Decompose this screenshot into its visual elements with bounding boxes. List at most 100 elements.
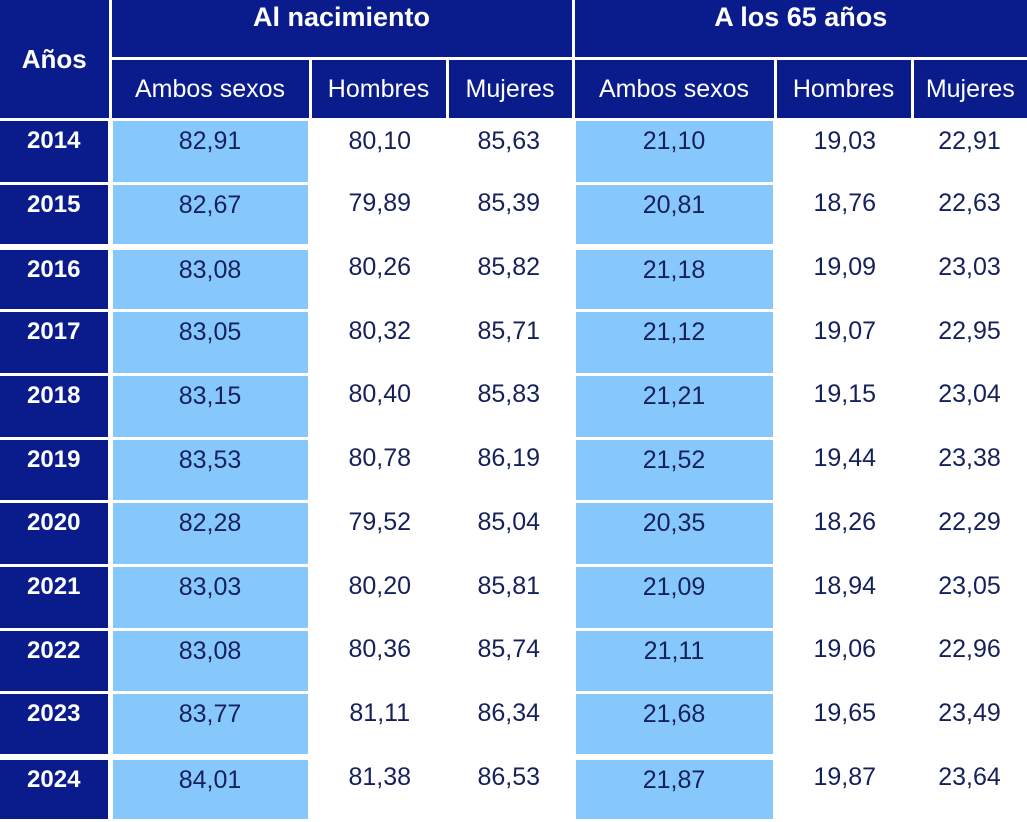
cell-birth-women: 86,19 (447, 438, 574, 502)
cell-birth-both-sexes: 82,28 (107, 501, 313, 568)
header-group-row: Años Al nacimiento A los 65 años (0, 0, 1027, 121)
cell-birth-women: 85,83 (447, 374, 574, 439)
cell-age65-both-sexes: 20,81 (570, 183, 778, 250)
cell-birth-women: 86,53 (447, 756, 574, 821)
header-years: Años (0, 0, 112, 121)
cell-birth-both-sexes: 82,91 (107, 119, 313, 185)
cell-age65-women: 23,49 (912, 692, 1027, 757)
cell-age65-women: 23,64 (912, 756, 1027, 821)
cell-age65-men: 19,03 (775, 119, 913, 184)
cell-age65-both-sexes: 21,11 (570, 629, 778, 695)
header-birth-both-sexes: Ambos sexos (108, 58, 310, 121)
table-row: 2024 84,01 81,38 86,53 21,87 19,87 23,64 (0, 756, 1027, 822)
cell-birth-both-sexes: 83,08 (107, 629, 313, 695)
cell-age65-both-sexes: 21,21 (570, 374, 778, 440)
cell-birth-men: 80,40 (310, 374, 447, 439)
cell-birth-both-sexes: 82,67 (107, 183, 313, 250)
cell-birth-men: 79,52 (310, 501, 447, 566)
header-sub-row: Ambos sexos Hombres Mujeres Ambos sexos … (0, 58, 1027, 121)
cell-age65-women: 23,03 (912, 246, 1027, 311)
cell-year: 2023 (0, 692, 112, 760)
cell-birth-women: 86,34 (447, 692, 574, 757)
cell-age65-women: 23,04 (912, 374, 1027, 439)
cell-birth-both-sexes: 83,03 (107, 565, 313, 631)
cell-age65-men: 19,07 (775, 310, 913, 375)
cell-age65-both-sexes: 20,35 (570, 501, 778, 568)
table-row: 2023 83,77 81,11 86,34 21,68 19,65 23,49 (0, 692, 1027, 760)
cell-year: 2017 (0, 310, 112, 376)
cell-age65-men: 19,65 (775, 692, 913, 757)
cell-age65-men: 19,06 (775, 629, 913, 693)
cell-age65-women: 22,29 (912, 501, 1027, 566)
cell-year: 2015 (0, 183, 112, 250)
cell-birth-women: 85,63 (447, 119, 574, 184)
cell-birth-men: 80,32 (310, 310, 447, 375)
cell-age65-men: 18,26 (775, 501, 913, 566)
cell-age65-both-sexes: 21,87 (570, 756, 778, 822)
cell-age65-women: 22,91 (912, 119, 1027, 184)
cell-birth-both-sexes: 83,77 (107, 692, 313, 760)
cell-birth-both-sexes: 83,15 (107, 374, 313, 440)
table-row: 2014 82,91 80,10 85,63 21,10 19,03 22,91 (0, 119, 1027, 185)
header-group-a-los-65-anos: A los 65 años (571, 0, 1027, 60)
table-row: 2019 83,53 80,78 86,19 21,52 19,44 23,38 (0, 438, 1027, 504)
cell-age65-both-sexes: 21,10 (570, 119, 778, 185)
cell-age65-women: 22,96 (912, 629, 1027, 693)
header-age65-both-sexes: Ambos sexos (571, 58, 776, 121)
cell-age65-men: 19,15 (775, 374, 913, 439)
cell-age65-both-sexes: 21,18 (570, 246, 778, 313)
cell-birth-women: 85,71 (447, 310, 574, 375)
cell-year: 2022 (0, 629, 112, 695)
cell-age65-men: 18,94 (775, 565, 913, 630)
cell-age65-women: 23,38 (912, 438, 1027, 502)
cell-age65-women: 22,63 (912, 183, 1027, 247)
cell-birth-both-sexes: 84,01 (107, 756, 313, 822)
cell-year: 2021 (0, 565, 112, 631)
table-row: 2022 83,08 80,36 85,74 21,11 19,06 22,96 (0, 629, 1027, 695)
cell-birth-men: 80,10 (310, 119, 447, 184)
cell-birth-men: 80,78 (310, 438, 447, 502)
header-birth-women: Mujeres (445, 58, 574, 121)
cell-birth-men: 80,36 (310, 629, 447, 693)
table-row: 2020 82,28 79,52 85,04 20,35 18,26 22,29 (0, 501, 1027, 568)
header-group-al-nacimiento: Al nacimiento (110, 0, 574, 60)
table-body: 2014 82,91 80,10 85,63 21,10 19,03 22,91 2015 82… (0, 119, 1027, 822)
cell-birth-men: 79,89 (310, 183, 447, 247)
cell-birth-men: 81,11 (310, 692, 447, 757)
cell-age65-men: 19,87 (775, 756, 913, 821)
table-row: 2021 83,03 80,20 85,81 21,09 18,94 23,05 (0, 565, 1027, 631)
cell-birth-both-sexes: 83,53 (107, 438, 313, 504)
cell-age65-men: 19,44 (775, 438, 913, 502)
cell-age65-women: 22,95 (912, 310, 1027, 375)
cell-birth-women: 85,04 (447, 501, 574, 566)
cell-birth-women: 85,74 (447, 629, 574, 693)
cell-birth-both-sexes: 83,05 (107, 310, 313, 376)
cell-birth-men: 80,20 (310, 565, 447, 630)
cell-year: 2018 (0, 374, 112, 440)
cell-year: 2016 (0, 246, 112, 313)
cell-age65-men: 19,09 (775, 246, 913, 311)
cell-birth-women: 85,82 (447, 246, 574, 311)
cell-birth-both-sexes: 83,08 (107, 246, 313, 313)
cell-birth-men: 80,26 (310, 246, 447, 311)
header-birth-men: Hombres (308, 58, 447, 121)
cell-birth-women: 85,81 (447, 565, 574, 630)
cell-birth-women: 85,39 (447, 183, 574, 247)
cell-age65-women: 23,05 (912, 565, 1027, 630)
cell-age65-both-sexes: 21,12 (570, 310, 778, 376)
table-row: 2015 82,67 79,89 85,39 20,81 18,76 22,63 (0, 183, 1027, 250)
table-row: 2016 83,08 80,26 85,82 21,18 19,09 23,03 (0, 246, 1027, 313)
table-row: 2017 83,05 80,32 85,71 21,12 19,07 22,95 (0, 310, 1027, 376)
table-header: Años Al nacimiento A los 65 años Ambos s… (0, 0, 1027, 121)
header-age65-men: Hombres (773, 58, 913, 121)
cell-age65-both-sexes: 21,68 (570, 692, 778, 760)
cell-age65-both-sexes: 21,52 (570, 438, 778, 504)
header-age65-women: Mujeres (910, 58, 1027, 121)
cell-birth-men: 81,38 (310, 756, 447, 821)
cell-age65-both-sexes: 21,09 (570, 565, 778, 631)
cell-age65-men: 18,76 (775, 183, 913, 247)
cell-year: 2019 (0, 438, 112, 504)
cell-year: 2014 (0, 119, 112, 185)
